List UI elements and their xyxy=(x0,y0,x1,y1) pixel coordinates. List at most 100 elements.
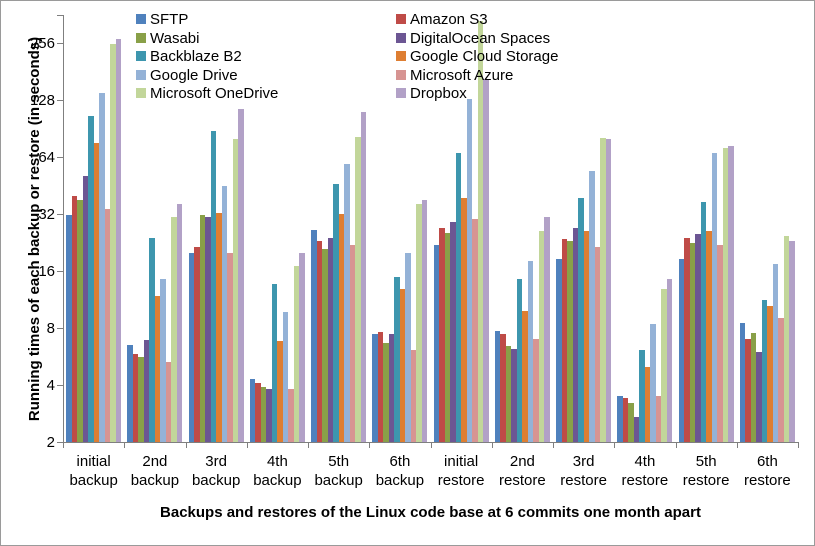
bar xyxy=(561,239,568,442)
bar xyxy=(717,244,723,442)
legend-label: Wasabi xyxy=(150,29,200,47)
bar xyxy=(605,138,612,442)
bar xyxy=(399,289,406,442)
y-tick-label: 256 xyxy=(29,34,55,52)
y-tick-label: 8 xyxy=(46,319,55,337)
bar xyxy=(756,351,762,442)
bar xyxy=(567,241,573,442)
bar xyxy=(461,197,467,442)
y-tick-label: 32 xyxy=(38,205,55,223)
x-category-label: initial restore xyxy=(437,453,485,489)
bar xyxy=(600,137,606,442)
bar xyxy=(132,354,139,442)
bar xyxy=(255,382,261,442)
bar xyxy=(416,204,422,442)
bar xyxy=(472,219,478,442)
legend-label: Microsoft Azure xyxy=(410,66,514,84)
bar xyxy=(293,266,300,442)
x-tick xyxy=(63,443,64,448)
x-category-label: 4th restore xyxy=(621,453,669,489)
bar xyxy=(666,279,673,442)
x-tick xyxy=(553,443,554,448)
y-tick-label: 2 xyxy=(46,433,55,451)
x-category-label: 2nd backup xyxy=(130,453,180,489)
bar xyxy=(372,334,378,442)
bar xyxy=(778,318,784,442)
bar xyxy=(544,216,550,442)
bar xyxy=(594,246,601,442)
bar xyxy=(165,361,172,442)
bar xyxy=(71,195,78,442)
bar xyxy=(722,148,729,442)
x-tick xyxy=(491,443,493,448)
legend-label: SFTP xyxy=(150,11,189,28)
bar xyxy=(633,417,640,442)
legend-swatch xyxy=(396,32,406,43)
bar xyxy=(538,231,545,442)
x-category-label: 3rd restore xyxy=(560,453,607,489)
bar xyxy=(684,237,690,442)
bar xyxy=(115,38,122,442)
bar xyxy=(288,389,294,442)
x-category-label: 4th backup xyxy=(253,453,302,489)
legend-swatch xyxy=(136,14,146,24)
bar xyxy=(88,115,94,442)
legend-swatch xyxy=(136,32,146,43)
x-tick xyxy=(246,443,248,448)
x-tick xyxy=(430,443,432,448)
bar xyxy=(77,199,83,442)
bar xyxy=(349,244,356,442)
bar xyxy=(583,231,590,442)
bar xyxy=(104,209,111,442)
legend-label: Backblaze B2 xyxy=(150,48,242,65)
bar xyxy=(750,333,757,442)
x-axis-title: Backups and restores of the Linux code b… xyxy=(160,504,701,521)
legend-label: Google Drive xyxy=(150,66,238,84)
legend-label: Dropbox xyxy=(410,85,467,102)
bar xyxy=(450,222,456,442)
y-tick xyxy=(57,328,63,329)
bar xyxy=(622,398,629,442)
bar xyxy=(444,232,451,442)
bar xyxy=(194,246,200,442)
legend-swatch xyxy=(396,14,406,24)
bar xyxy=(277,341,283,442)
bar xyxy=(767,306,773,442)
bar xyxy=(82,175,89,442)
bar xyxy=(266,389,272,442)
bar xyxy=(711,153,718,442)
x-tick xyxy=(614,443,616,448)
bar xyxy=(66,215,72,442)
legend-swatch xyxy=(396,51,406,61)
bar xyxy=(405,253,411,442)
y-tick xyxy=(57,43,63,44)
bar xyxy=(772,264,779,442)
x-tick xyxy=(798,443,799,448)
bar xyxy=(199,215,206,442)
bar xyxy=(533,338,539,442)
bar xyxy=(238,108,244,442)
bar xyxy=(578,197,584,442)
x-tick xyxy=(124,443,126,448)
bar xyxy=(483,79,489,442)
bar xyxy=(650,323,656,442)
x-tick xyxy=(308,443,309,448)
x-category-label: initial backup xyxy=(69,453,118,489)
bar xyxy=(338,214,345,442)
bar xyxy=(176,204,183,442)
bar xyxy=(466,98,473,442)
bar xyxy=(695,234,701,442)
legend-label: Microsoft OneDrive xyxy=(150,85,279,102)
bar xyxy=(221,185,228,442)
y-tick xyxy=(57,15,63,16)
bar xyxy=(232,138,239,442)
bar xyxy=(421,199,428,442)
bar xyxy=(327,237,334,442)
bar xyxy=(522,311,528,442)
bar xyxy=(639,350,645,442)
x-tick xyxy=(675,443,677,448)
bar xyxy=(617,395,623,442)
bar xyxy=(433,244,440,442)
